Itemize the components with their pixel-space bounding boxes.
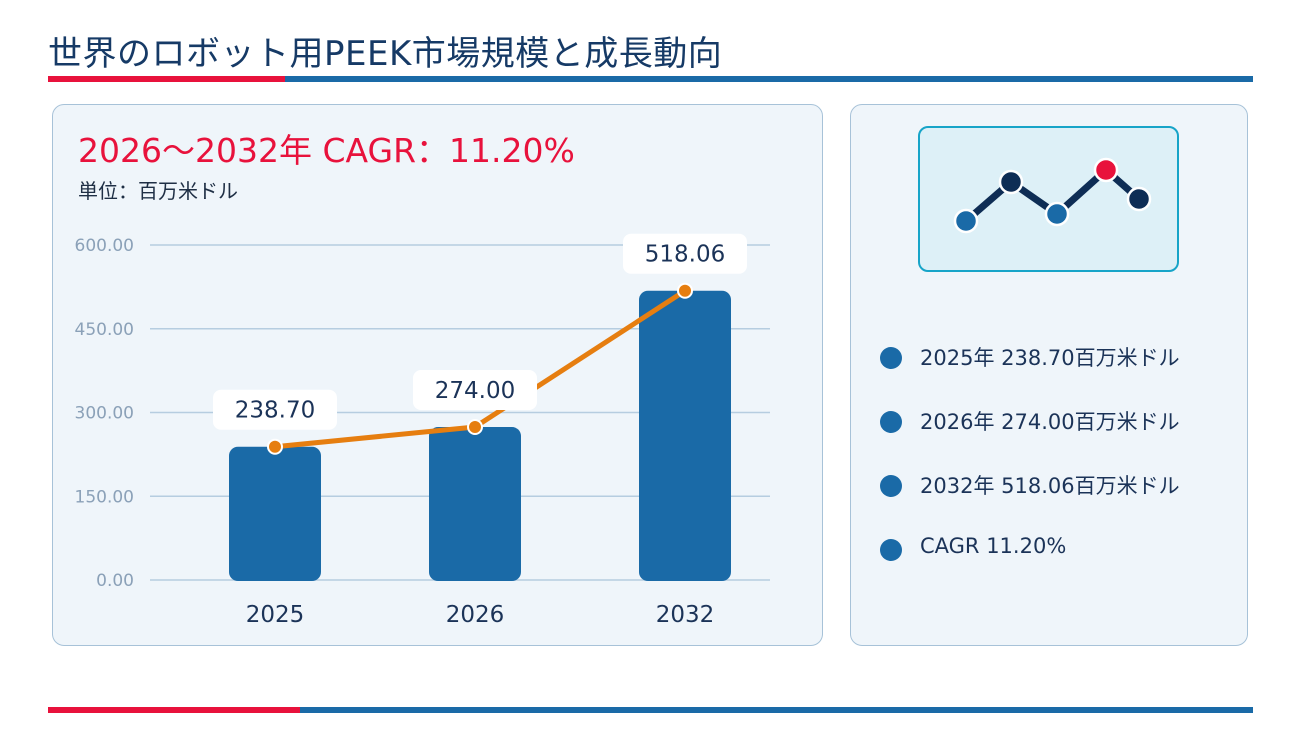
legend-item-label: 2025年 238.70百万米ドル [920,346,1180,370]
title-underline [48,76,1253,82]
y-tick-label: 450.00 [75,320,134,340]
line-chart-icon [953,157,1152,234]
y-tick-label: 0.00 [96,571,134,591]
legend-item-label: 2026年 274.00百万米ドル [920,410,1180,434]
y-tick-label: 300.00 [75,404,134,424]
trend-point [267,438,283,455]
bar-2032 [639,290,731,581]
legend-item-label: 2032年 518.06百万米ドル [920,474,1180,498]
title-underline-red [48,76,285,82]
footer-rule-blue [300,707,1253,713]
legend-dot-icon [880,411,902,433]
data-label: 274.00 [435,378,515,404]
bar-layer [229,290,731,581]
line-layer [267,282,693,455]
footer-rule-red [48,707,300,713]
data-label: 238.70 [235,398,315,424]
y-tick-label: 600.00 [75,236,134,256]
line-chart-icon-box [918,126,1179,272]
data-label-box [623,233,747,274]
data-label-box [213,389,337,430]
x-tick-label: 2032 [656,602,715,628]
x-tick-label: 2026 [446,602,505,628]
legend-item-label: CAGR 11.20% [920,534,1067,558]
page-title: 世界のロボット用PEEK市場規模と成長動向 [48,34,723,74]
legend-dot-icon [880,475,902,497]
bar-2026 [429,427,521,581]
trend-point [467,419,483,436]
title-underline-blue [285,76,1253,82]
bar-2025 [229,446,321,581]
footer-rule [48,707,1253,713]
trend-point [677,282,693,299]
label-layer: 2025 2026 2032 238.70 274.00 518.06 [213,233,747,628]
data-label-box [413,370,537,411]
x-tick-label: 2025 [246,602,305,628]
unit-label: 単位：百万米ドル [78,179,238,203]
y-tick-label: 150.00 [75,487,134,507]
cagr-headline: 2026〜2032年 CAGR：11.20% [78,131,575,170]
legend-dot-icon [880,347,902,369]
data-label: 518.06 [645,242,725,268]
legend-dot-icon [880,539,902,561]
